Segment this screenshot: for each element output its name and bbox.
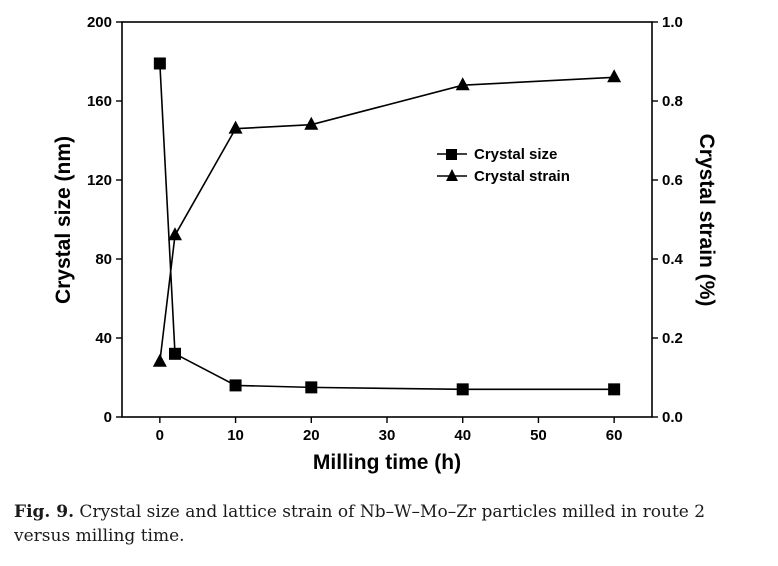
x-axis-ticks: 0 10 20 30 40 50 60 <box>156 417 623 444</box>
right-y-tick-label: 0.2 <box>662 330 683 347</box>
x-tick-label: 30 <box>379 427 396 444</box>
right-y-tick-label: 0.8 <box>662 93 683 110</box>
x-tick-label: 60 <box>606 427 623 444</box>
legend: Crystal size Crystal strain <box>437 146 570 185</box>
point-crystal-size <box>456 383 469 396</box>
left-y-tick-label: 40 <box>95 330 112 347</box>
right-y-tick-label: 0.6 <box>662 172 683 189</box>
x-tick-label: 40 <box>454 427 471 444</box>
point-crystal-strain <box>455 77 470 91</box>
left-y-tick-label: 80 <box>95 251 112 268</box>
point-crystal-strain <box>607 69 622 83</box>
legend-label-crystal-size: Crystal size <box>474 146 557 163</box>
left-y-tick-label: 120 <box>87 172 112 189</box>
right-y-tick-label: 0.0 <box>662 409 683 426</box>
point-crystal-strain <box>152 353 167 367</box>
series-layer <box>152 57 622 396</box>
series-line-crystal-size <box>159 63 615 391</box>
right-y-axis-ticks: 0.0 0.2 0.4 0.6 0.8 1.0 <box>652 14 684 426</box>
legend-marker-square <box>446 149 457 160</box>
x-tick-label: 10 <box>227 427 244 444</box>
legend-marker-triangle <box>446 169 458 181</box>
point-crystal-strain <box>304 116 319 130</box>
figure-caption: Fig. 9. Crystal size and lattice strain … <box>14 500 764 548</box>
plot-frame <box>121 21 653 418</box>
caption-label: Fig. 9. <box>14 502 74 522</box>
point-crystal-strain <box>228 120 243 134</box>
point-crystal-size <box>229 379 242 392</box>
right-y-tick-label: 1.0 <box>662 14 683 31</box>
point-crystal-size <box>153 57 166 70</box>
left-y-axis-label: Crystal size (nm) <box>52 136 75 304</box>
point-crystal-size <box>305 381 318 394</box>
left-y-tick-label: 160 <box>87 93 112 110</box>
legend-label-crystal-strain: Crystal strain <box>474 168 570 185</box>
x-tick-label: 20 <box>303 427 320 444</box>
right-y-axis-label: Crystal strain (%) <box>695 134 718 307</box>
right-y-tick-label: 0.4 <box>662 251 684 268</box>
left-y-tick-label: 200 <box>87 14 112 31</box>
x-axis-label: Milling time (h) <box>313 451 461 474</box>
x-tick-label: 0 <box>156 427 164 444</box>
caption-text: Crystal size and lattice strain of Nb–W–… <box>14 502 706 546</box>
point-crystal-strain <box>168 227 182 241</box>
x-tick-label: 50 <box>530 427 547 444</box>
series-line-crystal-strain <box>159 76 615 362</box>
left-y-axis-ticks: 0 40 80 120 160 200 <box>87 14 122 426</box>
point-crystal-size <box>169 347 181 360</box>
left-y-tick-label: 0 <box>104 409 112 426</box>
point-crystal-size <box>608 383 621 396</box>
